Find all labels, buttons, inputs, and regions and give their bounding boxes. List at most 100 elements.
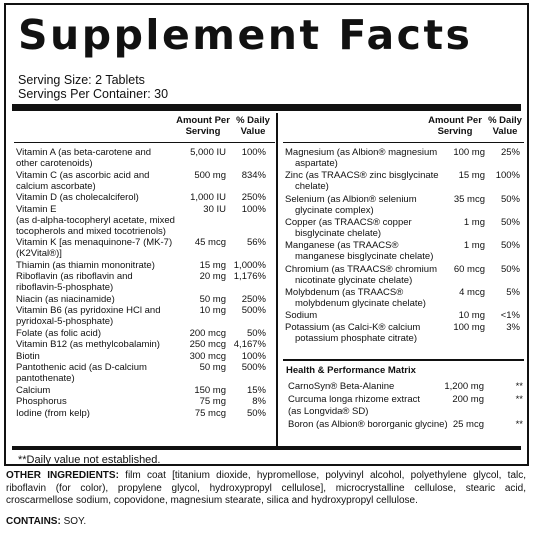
nutrient-daily-value: 100% xyxy=(241,147,266,158)
other-ingredients: OTHER INGREDIENTS: film coat [titanium d… xyxy=(6,470,526,508)
nutrient-amount: 5,000 IU xyxy=(190,147,226,158)
nutrient-daily-value: <1% xyxy=(500,310,520,322)
nutrient-name: Vitamin K [as menaquinone-7 (MK-7) xyxy=(16,237,173,248)
nutrient-daily-value: 1,000% xyxy=(233,259,266,271)
nutrient-daily-value: ** xyxy=(515,418,523,430)
nutrient-name: potassium phosphate citrate) xyxy=(295,333,417,345)
nutrient-daily-value: 250% xyxy=(241,192,266,203)
nutrient-name: Iodine (from kelp) xyxy=(16,407,90,419)
nutrient-daily-value: 100% xyxy=(241,203,266,215)
nutrient-daily-value: ** xyxy=(515,381,523,392)
nutrient-amount: 15 mg xyxy=(199,259,226,271)
nutrient-name: tocopherols and mixed tocotrienols) xyxy=(16,225,166,237)
nutrient-amount: 150 mg xyxy=(194,384,226,396)
nutrient-name: bisglycinate chelate) xyxy=(295,227,382,239)
nutrient-amount: 100 mg xyxy=(453,147,485,158)
nutrient-name: riboflavin-5-phosphate) xyxy=(16,282,114,293)
nutrient-amount: 200 mcg xyxy=(189,327,226,339)
nutrient-daily-value: 4,167% xyxy=(233,339,266,350)
supplement-facts-panel: Supplement Facts Serving Size: 2 Tablets… xyxy=(4,3,529,466)
nutrient-name: nicotinate glycinate chelate) xyxy=(295,274,413,286)
nutrient-daily-value: ** xyxy=(515,394,523,405)
nutrient-name: Vitamin B12 (as methylcobalamin) xyxy=(16,339,160,350)
nutrient-name: CarnoSyn® Beta-Alanine xyxy=(288,381,395,392)
nutrient-name: Curcuma longa rhizome extract xyxy=(288,394,420,405)
nutrient-amount: 50 mg xyxy=(199,362,226,373)
nutrient-name: Niacin (as niacinamide) xyxy=(16,293,115,305)
panel-title: Supplement Facts xyxy=(18,11,473,59)
matrix-rule xyxy=(283,359,524,361)
nutrient-amount: 75 mg xyxy=(199,396,226,407)
nutrient-daily-value: 250% xyxy=(241,293,266,305)
nutrient-name: Biotin xyxy=(16,350,40,362)
nutrient-daily-value: 50% xyxy=(500,240,520,252)
nutrient-name: Folate (as folic acid) xyxy=(16,327,102,339)
nutrient-amount: 1,200 mg xyxy=(444,381,484,392)
nutrient-name: Copper (as TRAACS® copper xyxy=(285,216,412,228)
nutrient-amount: 20 mg xyxy=(199,271,226,282)
nutrient-daily-value: 25% xyxy=(500,147,520,158)
left-amount-header: Amount Per Serving xyxy=(176,115,230,137)
nutrient-daily-value: 100% xyxy=(241,350,266,362)
nutrient-amount: 30 IU xyxy=(203,203,226,215)
nutrient-name: Riboflavin (as riboflavin and xyxy=(16,271,133,282)
nutrient-amount: 1 mg xyxy=(463,240,485,252)
nutrient-amount: 100 mg xyxy=(453,322,485,334)
nutrient-amount: 1 mg xyxy=(463,216,485,228)
left-dv-header: % Daily Value xyxy=(236,115,270,137)
nutrient-amount: 15 mg xyxy=(458,170,485,182)
nutrient-daily-value: 8% xyxy=(252,396,266,407)
bottom-divider xyxy=(12,446,521,450)
nutrient-name: other carotenoids) xyxy=(16,158,93,169)
nutrient-amount: 10 mg xyxy=(199,305,226,316)
nutrient-daily-value: 100% xyxy=(495,170,520,182)
nutrient-daily-value: 56% xyxy=(246,237,266,248)
nutrient-name: chelate) xyxy=(295,181,329,193)
left-header-rule xyxy=(14,142,275,143)
nutrient-amount: 4 mcg xyxy=(459,286,485,298)
nutrient-name: Selenium (as Albion® selenium xyxy=(285,193,417,205)
nutrient-daily-value: 50% xyxy=(500,263,520,275)
footnote: **Daily value not established. xyxy=(18,454,161,466)
nutrient-name: Magnesium (as Albion® magnesium xyxy=(285,147,438,158)
nutrient-daily-value: 3% xyxy=(506,322,520,334)
nutrient-name: (K2Vital®)] xyxy=(16,248,62,259)
nutrient-name: calcium ascorbate) xyxy=(16,180,96,192)
nutrient-name: Zinc (as TRAACS® zinc bisglycinate xyxy=(285,170,439,182)
right-amount-header: Amount Per Serving xyxy=(428,115,482,137)
nutrient-amount: 500 mg xyxy=(194,169,226,181)
serving-size: Serving Size: 2 Tablets xyxy=(18,73,145,87)
nutrient-daily-value: 834% xyxy=(241,169,266,181)
contains-label: CONTAINS: xyxy=(6,516,61,527)
contains-statement: CONTAINS: SOY. xyxy=(6,516,86,527)
nutrient-name: aspartate) xyxy=(295,158,338,169)
nutrient-name: manganese bisglycinate chelate) xyxy=(295,251,434,263)
nutrient-name: Potassium (as Calci-K® calcium xyxy=(285,322,421,334)
thick-divider xyxy=(12,104,521,111)
nutrient-daily-value: 5% xyxy=(506,286,520,298)
nutrient-amount: 50 mg xyxy=(199,293,226,305)
nutrient-name: Sodium xyxy=(285,310,318,322)
other-ingredients-label: OTHER INGREDIENTS: xyxy=(6,470,119,481)
nutrient-name: pantothenate) xyxy=(16,373,75,384)
nutrient-daily-value: 500% xyxy=(241,305,266,316)
nutrient-name: Vitamin E xyxy=(16,203,57,215)
nutrient-daily-value: 1,176% xyxy=(233,271,266,282)
nutrient-amount: 35 mcg xyxy=(453,193,485,205)
nutrient-amount: 25 mcg xyxy=(452,418,484,430)
nutrient-name: molybdenum glycinate chelate) xyxy=(295,297,426,309)
right-dv-header: % Daily Value xyxy=(488,115,522,137)
nutrient-name: (as d-alpha-tocopheryl acetate, mixed xyxy=(16,214,175,226)
nutrient-amount: 300 mcg xyxy=(189,350,226,362)
nutrient-daily-value: 50% xyxy=(500,216,520,228)
nutrient-name: glycinate complex) xyxy=(295,204,374,216)
servings-per-container: Servings Per Container: 30 xyxy=(18,87,169,101)
nutrient-amount: 10 mg xyxy=(458,310,485,322)
nutrient-amount: 75 mcg xyxy=(194,407,226,419)
nutrient-name: Thiamin (as thiamin mononitrate) xyxy=(16,259,155,271)
nutrient-name: Boron (as Albion® bororganic glycine) xyxy=(288,418,448,430)
nutrient-amount: 200 mg xyxy=(452,394,484,405)
nutrient-daily-value: 50% xyxy=(500,193,520,205)
nutrient-name: (as Longvida® SD) xyxy=(288,405,369,417)
nutrient-name: Pantothenic acid (as D-calcium xyxy=(16,362,147,373)
